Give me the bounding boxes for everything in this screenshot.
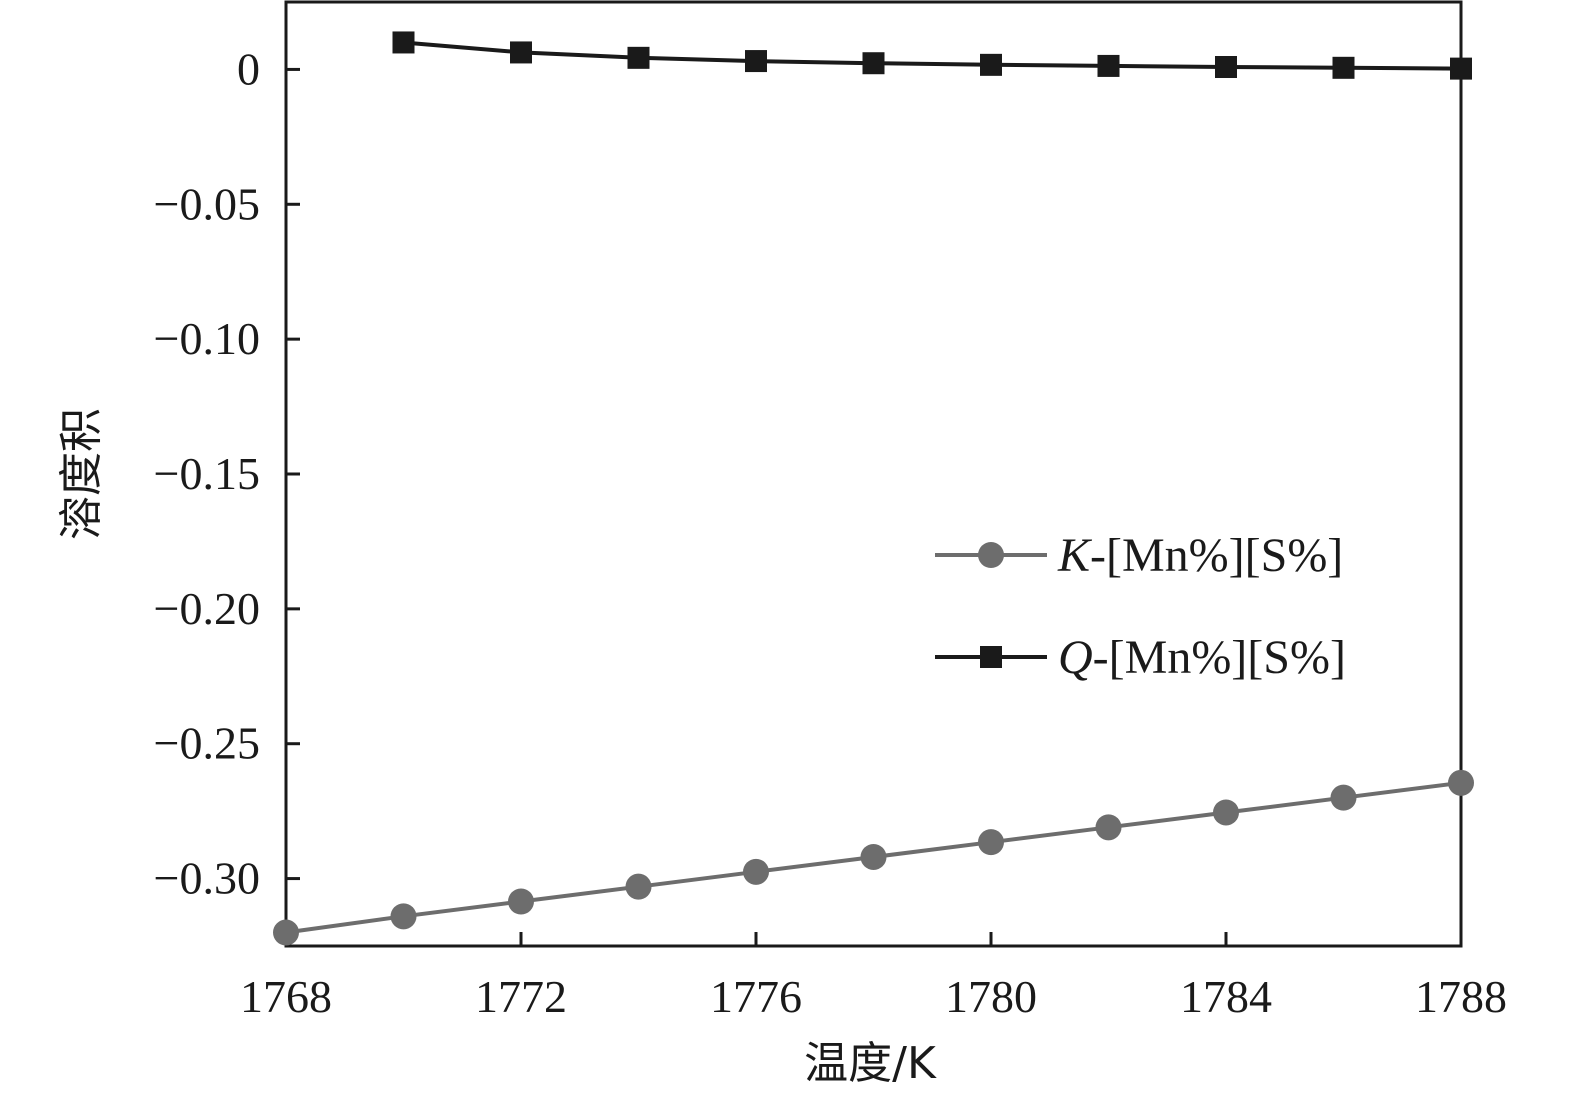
series-k (273, 769, 1474, 946)
legend-layer: K-[Mn%][S%]Q-[Mn%][S%] (935, 529, 1346, 684)
x-tick-label: 1780 (945, 971, 1037, 1022)
data-point (743, 858, 769, 885)
data-point (978, 829, 1004, 856)
legend-label: Q-[Mn%][S%] (1058, 631, 1346, 684)
y-tick-label: −0.20 (154, 583, 260, 634)
data-point (390, 903, 417, 930)
data-point (1448, 769, 1474, 796)
legend-label-symbol: Q (1058, 631, 1093, 684)
data-point (392, 31, 415, 54)
data-point (508, 888, 534, 915)
y-tick-label: −0.15 (154, 448, 260, 499)
x-axis-title: 温度/K (804, 1038, 937, 1089)
y-tick-label: −0.05 (154, 178, 260, 229)
y-axis-title: 溶度积 (56, 408, 107, 540)
data-point (1097, 54, 1120, 77)
ticks-layer: 0 −0.05 −0.10 −0.15 −0.20 −0.25 −0.30 1768 1772 1… (154, 43, 1507, 1022)
series-q (392, 31, 1472, 80)
data-point (1213, 799, 1239, 826)
legend-label-rest: -[Mn%][S%] (1093, 631, 1346, 684)
x-tick-label: 1772 (475, 971, 567, 1022)
y-tick-label: −0.25 (154, 718, 260, 769)
legend-label: K-[Mn%][S%] (1057, 529, 1343, 582)
y-tick-label: 0 (237, 43, 260, 94)
legend-label-symbol: K (1057, 529, 1093, 582)
x-tick-label: 1776 (710, 971, 802, 1022)
legend-label-rest: -[Mn%][S%] (1090, 529, 1343, 582)
x-tick-label: 1768 (240, 971, 332, 1022)
data-point (1215, 56, 1237, 79)
legend-swatch-marker (980, 646, 1002, 668)
legend-item-q: Q-[Mn%][S%] (935, 631, 1346, 684)
x-tick-label: 1784 (1180, 971, 1272, 1022)
data-point (980, 53, 1002, 76)
legend-item-k: K-[Mn%][S%] (935, 529, 1343, 582)
data-point (1332, 56, 1355, 79)
legend-swatch-marker (978, 542, 1004, 568)
x-tick-label: 1788 (1415, 971, 1507, 1022)
series-line (403, 40, 1462, 71)
data-point (1330, 784, 1357, 811)
data-point (510, 41, 532, 64)
y-tick-label: −0.30 (154, 853, 260, 904)
data-point (1450, 57, 1472, 80)
y-tick-label: −0.10 (154, 313, 260, 364)
data-point (860, 843, 887, 870)
data-point (1095, 814, 1122, 841)
series-layer (273, 31, 1474, 946)
data-point (862, 52, 885, 75)
data-point (627, 46, 650, 69)
data-point (745, 50, 767, 73)
data-point (273, 919, 299, 946)
data-point (625, 873, 652, 900)
